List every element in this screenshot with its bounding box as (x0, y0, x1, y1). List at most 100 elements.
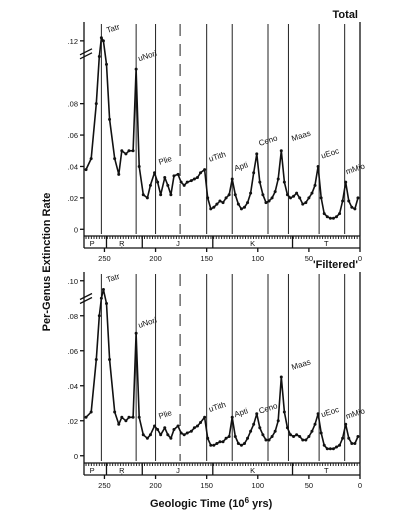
data-point (316, 164, 320, 168)
data-point (137, 164, 141, 168)
event-annotation: Maas (290, 129, 311, 144)
data-point (325, 447, 329, 451)
x-tick-label: 200 (149, 481, 162, 490)
x-tick-label: 150 (200, 254, 213, 263)
data-point (230, 177, 234, 181)
data-point (242, 442, 246, 445)
data-point (285, 426, 289, 430)
data-point (185, 180, 189, 184)
data-point (159, 193, 163, 197)
data-point (353, 207, 357, 211)
data-point (97, 314, 101, 318)
data-point (270, 196, 274, 200)
data-point (313, 183, 317, 187)
x-tick-label: 0 (358, 254, 362, 263)
data-point (203, 168, 207, 172)
x-tick-label: 150 (200, 481, 213, 490)
x-tick-label: 250 (98, 481, 111, 490)
data-point (218, 199, 222, 203)
y-tick-label: .12 (68, 37, 78, 46)
data-point (322, 212, 326, 216)
data-point (212, 205, 216, 209)
panel-title: 'Filtered' (313, 259, 358, 271)
data-point (356, 196, 360, 200)
data-point (156, 428, 160, 431)
data-point (249, 429, 253, 433)
data-point (261, 433, 265, 437)
data-point (113, 410, 117, 414)
x-axis-label-main: Geologic Time (10 (150, 498, 245, 510)
y-tick-label: .06 (68, 347, 78, 356)
data-point (282, 410, 286, 414)
data-point (172, 174, 176, 178)
event-annotation: Apti (233, 160, 249, 173)
data-point (117, 422, 121, 426)
period-label: T (324, 239, 329, 248)
data-point (163, 426, 167, 430)
period-label: P (90, 239, 95, 248)
x-tick-label: 250 (98, 254, 111, 263)
y-tick-label: .08 (68, 100, 78, 109)
data-point (246, 201, 250, 205)
data-point (182, 433, 186, 437)
data-point (310, 429, 314, 433)
event-annotation: uNori (137, 315, 158, 330)
data-point (94, 102, 98, 106)
data-point (84, 168, 88, 172)
data-point (328, 216, 332, 220)
data-point (212, 443, 216, 447)
period-label: Ŗ (119, 466, 125, 475)
panel-total: 0 .02 .04 .06 .08 .12 P Ŗ J K T 250 200 150 100 50 0 Tatr… (68, 9, 367, 263)
data-point (227, 193, 231, 197)
data-point (322, 443, 326, 447)
data-point (267, 199, 271, 203)
data-point (141, 193, 145, 197)
data-point (239, 443, 243, 447)
data-point (176, 172, 180, 176)
period-label: T (324, 466, 329, 475)
data-point (189, 179, 193, 183)
event-annotation: mMio (345, 161, 367, 176)
data-point (218, 440, 222, 444)
data-point (334, 445, 338, 449)
event-annotation: mMio (345, 406, 367, 421)
data-point (131, 149, 135, 153)
data-point (236, 442, 240, 445)
data-point (255, 152, 259, 156)
y-tick-label: 0 (74, 452, 78, 461)
data-point (221, 440, 225, 444)
data-point (221, 201, 225, 205)
data-point (292, 194, 296, 198)
data-point (258, 426, 262, 430)
data-point (353, 442, 357, 445)
data-point (84, 415, 88, 419)
data-point (89, 157, 93, 161)
data-point (356, 435, 360, 438)
data-point (199, 171, 203, 175)
data-point (344, 422, 348, 426)
event-annotation: Tatr (105, 272, 121, 285)
x-tick-label: 100 (252, 254, 265, 263)
axis-break-mark (79, 292, 93, 301)
data-point (195, 175, 199, 179)
data-point (209, 207, 213, 211)
data-point (255, 412, 259, 416)
x-tick-label: 50 (305, 254, 313, 263)
data-point (270, 435, 274, 438)
period-label: J (176, 466, 180, 475)
data-point (304, 201, 308, 205)
data-point (169, 436, 173, 440)
data-point (319, 431, 323, 435)
data-point (331, 216, 335, 220)
data-point (185, 431, 189, 435)
data-point (145, 436, 149, 440)
data-point (224, 436, 228, 440)
data-point (338, 212, 342, 216)
data-point (209, 443, 213, 447)
data-point (285, 193, 289, 197)
data-point (172, 428, 176, 431)
data-point (298, 435, 302, 438)
data-point (215, 442, 219, 445)
data-point (224, 196, 228, 200)
